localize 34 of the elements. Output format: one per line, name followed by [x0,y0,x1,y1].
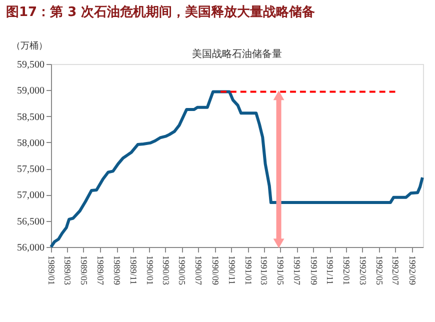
x-tick-label: 1992/05 [374,256,384,286]
y-tick-label: 57,500 [17,164,44,176]
y-tick-label: 59,000 [17,86,44,97]
x-tick-label: 1990/11 [226,256,237,285]
x-tick-label: 1990/01 [144,256,155,286]
y-tick-label: 58,500 [17,112,44,123]
x-tick-label: 1992/03 [358,256,368,286]
x-tick-label: 1989/01 [46,256,56,286]
x-tick-label: 1992/09 [407,256,418,286]
x-tick-label: 1991/05 [276,256,286,286]
x-tick-label: 1989/11 [128,256,138,285]
x-tick-label: 1990/05 [177,256,188,286]
x-tick-label: 1991/03 [259,256,270,286]
y-tick-label: 59,500 [17,60,44,70]
x-tick-label: 1992/01 [342,256,352,286]
y-tick-label: 56,500 [17,216,44,228]
y-tick-label: 58,000 [17,138,44,149]
chart-title: 图17：第 3 次石油危机期间，美国释放大量战略储备 [6,4,316,20]
x-tick-label: 1990/07 [194,256,204,286]
x-tick-label: 1990/09 [210,256,220,286]
x-tick-label: 1991/07 [292,256,302,286]
x-tick-label: 1990/03 [160,256,171,286]
x-tick-label: 1989/09 [112,256,122,286]
x-tick-label: 1989/03 [62,256,72,286]
x-tick-label: 1991/09 [308,256,319,286]
x-tick-label: 1989/05 [78,256,89,286]
x-tick-label: 1989/07 [95,256,106,286]
y-tick-label: 57,000 [17,190,44,202]
y-axis-title: （万桶） [12,40,48,52]
x-tick-label: 1991/01 [243,256,254,286]
x-tick-label: 1991/11 [325,256,336,285]
y-tick-label: 56,000 [17,242,44,254]
chart-subtitle: 美国战略石油储备量 [192,48,282,60]
x-tick-label: 1992/07 [390,256,401,286]
